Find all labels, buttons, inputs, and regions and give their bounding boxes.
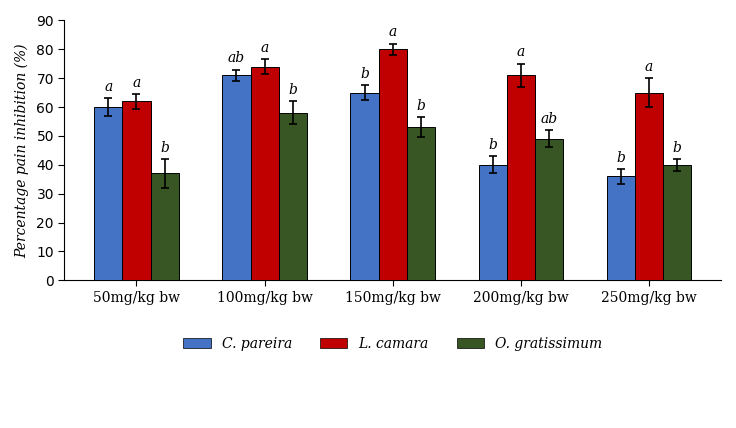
Bar [350, 92, 378, 280]
Text: ab: ab [228, 51, 245, 65]
Bar [250, 67, 279, 280]
Bar [407, 127, 435, 280]
Text: b: b [160, 141, 169, 155]
Text: b: b [360, 67, 369, 81]
Legend: C. pareira, L. camara, O. gratissimum: C. pareira, L. camara, O. gratissimum [177, 331, 608, 357]
Bar [378, 49, 407, 280]
Bar [222, 75, 250, 280]
Bar [506, 75, 535, 280]
Text: a: a [105, 80, 113, 94]
Text: a: a [645, 60, 653, 74]
Text: a: a [389, 25, 397, 39]
Text: a: a [261, 41, 269, 55]
Bar [279, 113, 307, 280]
Text: ab: ab [540, 112, 558, 126]
Text: b: b [488, 138, 497, 152]
Bar [122, 101, 151, 280]
Text: a: a [517, 45, 525, 59]
Bar [634, 92, 663, 280]
Text: b: b [673, 141, 682, 155]
Y-axis label: Percentage pain inhibition (%): Percentage pain inhibition (%) [15, 43, 29, 258]
Bar [151, 173, 179, 280]
Bar [94, 107, 122, 280]
Text: b: b [417, 99, 425, 113]
Text: a: a [132, 76, 141, 90]
Bar [478, 165, 506, 280]
Bar [606, 176, 634, 280]
Bar [535, 139, 563, 280]
Bar [663, 165, 691, 280]
Text: b: b [616, 151, 625, 165]
Text: b: b [289, 83, 297, 97]
